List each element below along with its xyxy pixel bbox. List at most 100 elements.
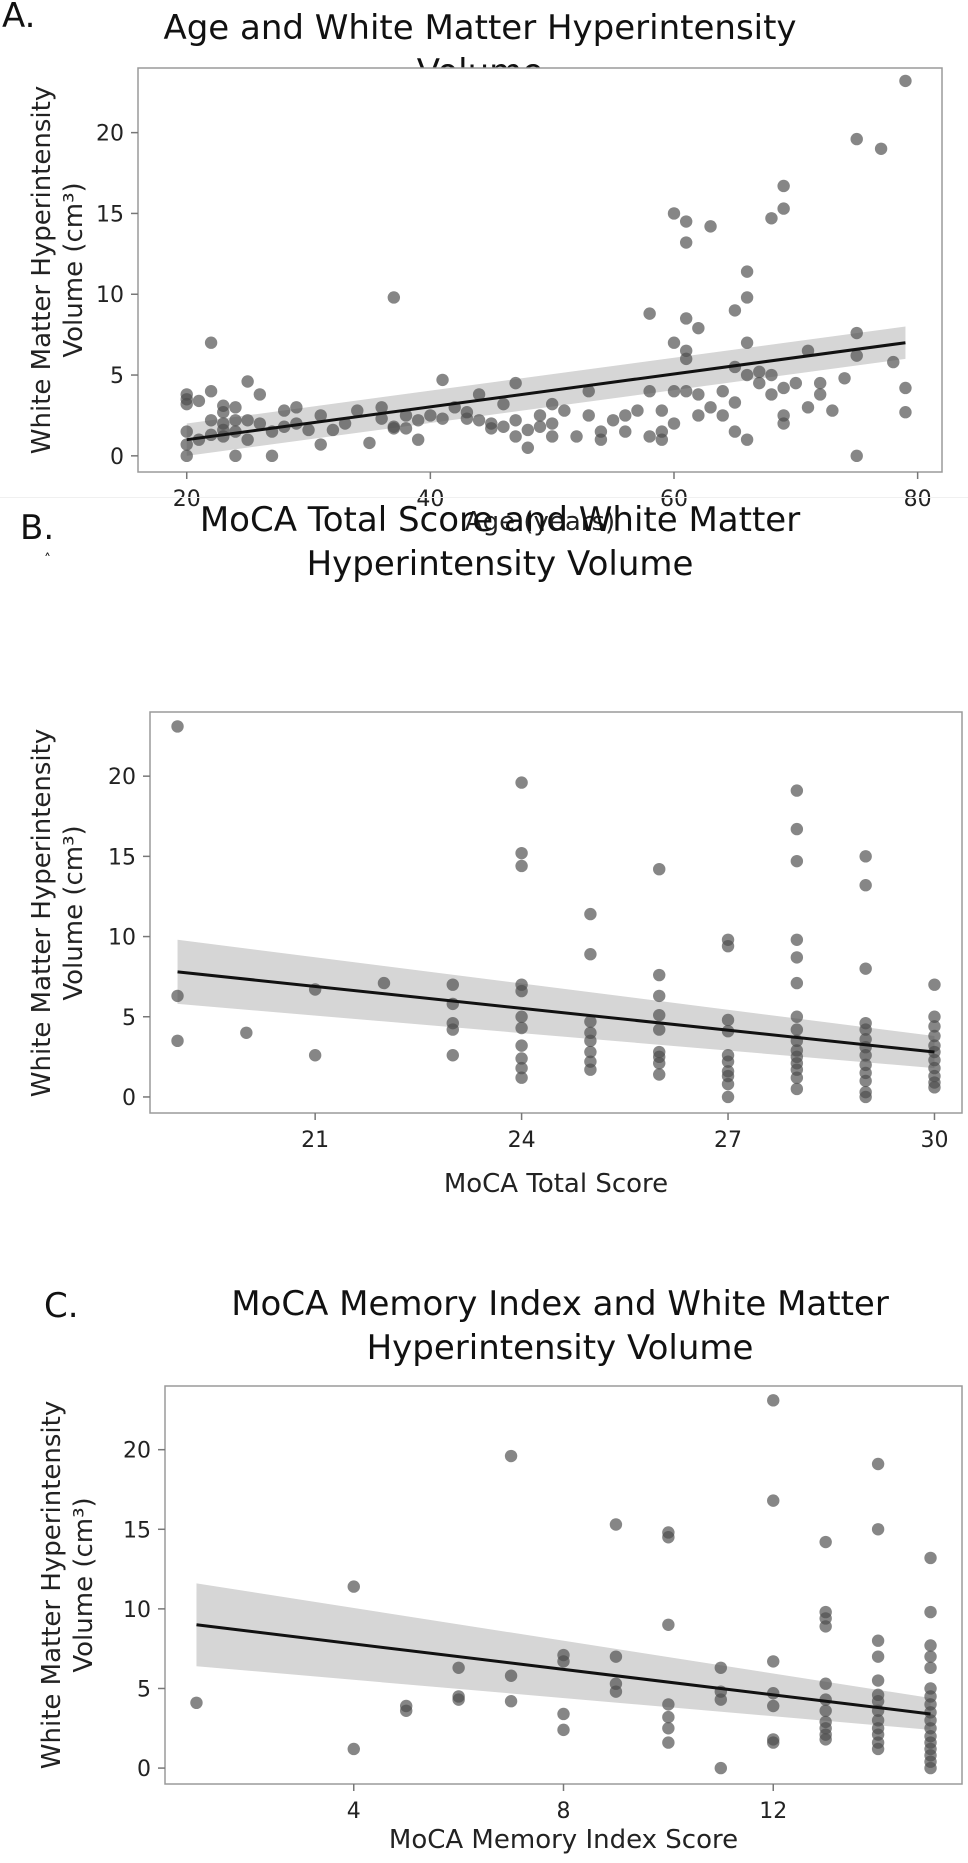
data-point [740,433,754,446]
data-point [253,417,267,430]
data-point [655,404,669,417]
y-tick-label: 20 [108,765,136,790]
data-point [504,1695,518,1708]
data-point [557,1655,570,1668]
x-tick-label: 21 [301,1128,329,1153]
data-point [716,385,729,398]
x-tick-label: 4 [347,1799,361,1824]
data-point [871,1523,885,1536]
data-point [375,412,388,425]
data-point [790,1023,804,1036]
data-point [874,142,888,155]
data-point [180,425,193,438]
data-point [859,850,872,863]
data-point [899,406,912,419]
data-point [924,1639,937,1652]
data-point [790,951,804,964]
data-point [899,74,912,88]
data-point [662,1722,675,1735]
data-point [838,372,851,385]
data-point [667,207,681,220]
y-tick-label: 15 [123,1518,151,1543]
data-point [721,1013,735,1027]
data-point [871,1695,885,1708]
data-point [557,1707,570,1721]
data-point [850,449,863,463]
data-point [545,417,559,430]
data-point [765,212,778,225]
data-point [813,388,827,401]
data-point [819,1677,832,1690]
data-point [740,336,754,349]
data-point [241,414,254,427]
data-point [850,349,863,362]
data-point [504,1669,518,1682]
data-point [338,417,352,430]
data-point [171,1034,184,1048]
data-point [584,907,597,921]
data-point [180,397,193,411]
data-point [928,1020,941,1033]
data-point [819,1620,832,1633]
data-point [765,388,778,401]
panel-divider [0,497,968,498]
data-point [714,1693,728,1706]
confidence-band [177,939,935,1069]
stray-mark: ˄ [44,552,51,568]
data-point [584,948,597,961]
data-point [229,414,242,427]
data-points [180,74,912,463]
data-point [714,1761,728,1775]
data-point [790,784,804,797]
panel-b-title: MoCA Total Score and White Matter Hyperi… [199,500,801,585]
data-point [446,1023,459,1036]
data-point [767,1655,780,1668]
data-point [446,1049,459,1062]
x-tick-label: 80 [904,487,932,512]
data-point [515,1071,528,1084]
panel-b-plot: 21 24 27 30 0 5 10 15 20 MoCA Total Score White Ma… [27,711,963,1199]
data-point [497,420,510,433]
data-point [229,401,242,414]
data-point [790,1010,804,1023]
data-point [662,1710,675,1724]
data-point [375,401,388,414]
data-point [497,397,510,411]
data-point [643,385,656,398]
data-point [229,449,242,463]
y-tick-label: 5 [137,1677,151,1702]
panel-a-label: A. [2,0,36,36]
data-point [721,1077,735,1091]
data-point [472,388,486,401]
data-point [582,409,595,422]
data-point [452,1661,465,1674]
data-point [217,406,230,419]
data-point [928,1081,941,1094]
x-tick-label: 24 [508,1128,536,1153]
y-tick-label: 0 [110,445,124,470]
data-point [767,1394,780,1407]
data-point [679,352,693,366]
data-point [377,976,391,990]
data-point [545,430,559,443]
data-point [570,430,583,443]
data-point [509,414,522,427]
data-point [667,385,681,398]
data-point [662,1531,675,1544]
data-point [515,776,528,789]
data-point [399,422,413,435]
regression-line [186,341,906,442]
data-point [290,401,303,414]
data-point [515,1061,528,1075]
data-point [692,409,705,422]
data-point [704,401,717,414]
data-point [728,304,742,317]
data-point [277,404,291,417]
data-point [314,409,327,422]
y-axis-title: White Matter HyperintensityVolume (cm³) [27,86,89,454]
data-point [485,422,498,435]
data-point [801,401,815,414]
data-point [716,409,729,422]
data-point [924,1551,937,1565]
panel-c: C. MoCA Memory Index and White Matter Hy… [0,1240,968,1863]
